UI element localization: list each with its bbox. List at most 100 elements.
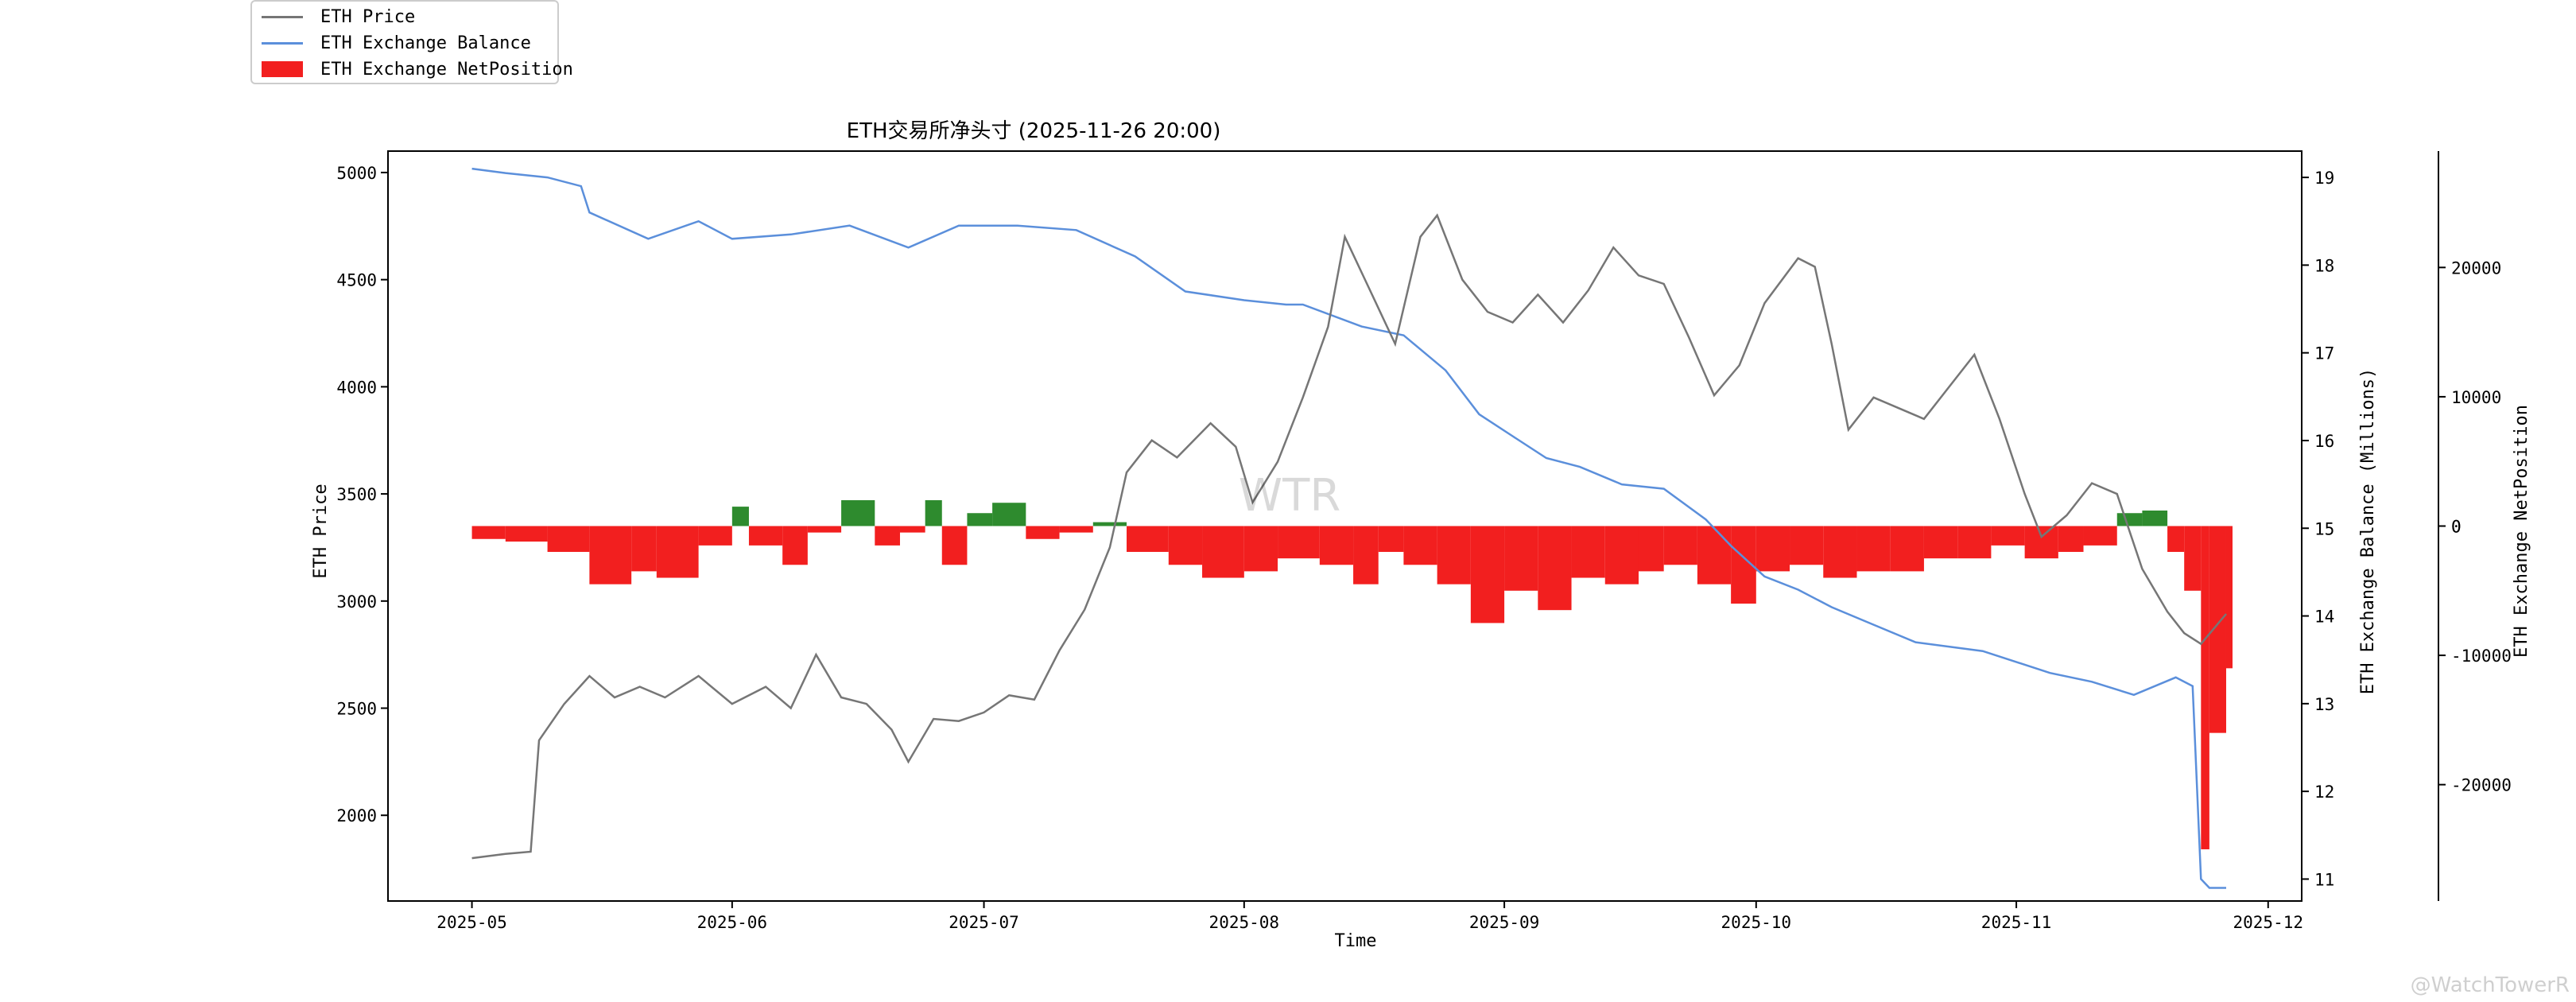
y-left-tick-label: 2500 (336, 700, 377, 719)
legend-label-price: ETH Price (320, 6, 416, 27)
y-right2-axis-label: ETH Exchange NetPosition (2512, 405, 2531, 658)
balance-series-line (471, 167, 2226, 889)
y-left-axis-label: ETH Price (311, 484, 331, 578)
netposition-bar (2083, 526, 2117, 546)
netposition-bar (1437, 526, 1471, 584)
netposition-bar (1243, 526, 1278, 572)
y-left-tick-label: 4000 (336, 378, 377, 397)
y-right2-tick-label: 10000 (2451, 388, 2501, 407)
netposition-bar (1991, 526, 2025, 546)
netposition-bar (1538, 526, 1572, 611)
netposition-bar (1168, 526, 1203, 565)
netposition-bar (2209, 526, 2226, 733)
netposition-bar (1319, 526, 1354, 565)
y-left-tick-label: 5000 (336, 164, 377, 183)
legend: ETH Price ETH Exchange Balance ETH Excha… (250, 0, 573, 84)
netposition-bar (1923, 526, 1958, 559)
y-right1-tick-label: 12 (2314, 783, 2334, 802)
netposition-bar (875, 526, 900, 546)
legend-item-balance: ETH Exchange Balance (262, 31, 531, 55)
netposition-bar (967, 513, 993, 526)
netposition-bar (1697, 526, 1732, 584)
watermark: WTR (1239, 470, 1341, 522)
y-right1-tick-label: 18 (2314, 256, 2334, 275)
netposition-bar (698, 526, 732, 546)
legend-item-price: ETH Price (262, 5, 415, 29)
x-tick-label: 2025-07 (949, 913, 1019, 932)
y-right2-tick-label: -10000 (2451, 647, 2512, 666)
y-right2-tick-label: 20000 (2451, 258, 2501, 278)
netposition-bar (925, 499, 942, 526)
x-tick-label: 2025-08 (1209, 913, 1280, 932)
netposition-bar (2024, 526, 2058, 559)
netposition-bar (1571, 526, 1605, 578)
x-tick-label: 2025-06 (697, 913, 768, 932)
netposition-bar (1403, 526, 1437, 565)
x-tick-label: 2025-11 (1981, 913, 2052, 932)
netposition-bar (1127, 526, 1169, 553)
netposition-bar (1755, 526, 1790, 572)
netposition-bar (1823, 526, 1857, 578)
x-tick-label: 2025-12 (2233, 913, 2304, 932)
x-axis-label: Time (1335, 931, 1377, 951)
netposition-bar (992, 503, 1026, 526)
y-right1-tick-label: 17 (2314, 344, 2334, 363)
netposition-bar (1059, 526, 1093, 533)
netposition-bar (1470, 526, 1505, 623)
y-right1-tick-label: 19 (2314, 169, 2334, 188)
y-right2-tick-label: 0 (2451, 518, 2462, 537)
netposition-bar (505, 526, 548, 542)
netposition-bar (2116, 513, 2143, 526)
tick-labels: 2025-05 2025-06 2025-07 2025-08 2025-09 2025-… (336, 164, 2511, 932)
plot-area-frame (387, 150, 2302, 902)
netposition-bar (1278, 526, 1320, 559)
footer-watermark: @WatchTowerR (2410, 973, 2570, 997)
legend-item-netposition: ETH Exchange NetPosition (262, 57, 573, 81)
netposition-bar (2058, 526, 2084, 553)
netposition-bar (1663, 526, 1697, 565)
x-tick-label: 2025-09 (1469, 913, 1540, 932)
netposition-bar (631, 526, 657, 572)
y-right1-tick-label: 15 (2314, 519, 2334, 538)
y-left-tick-label: 3000 (336, 592, 377, 612)
netposition-bar (471, 526, 506, 539)
y-right2-tick-label: -20000 (2451, 776, 2512, 795)
legend-swatch-balance (262, 41, 303, 45)
balance-line (471, 167, 2226, 889)
netposition-area (471, 499, 2233, 849)
netposition-bar (1092, 522, 1127, 526)
y-right1-tick-label: 16 (2314, 432, 2334, 451)
netposition-bar (1957, 526, 1992, 559)
netposition-bar (748, 526, 783, 546)
netposition-bar (1790, 526, 1824, 565)
netposition-bar (2142, 510, 2168, 526)
netposition-bar (2184, 526, 2202, 591)
y-right1-tick-label: 13 (2314, 695, 2334, 714)
netposition-bar (547, 526, 590, 553)
netposition-bar (941, 526, 968, 565)
netposition-bar (782, 526, 808, 565)
netposition-bar (1026, 526, 1060, 539)
y-right2-tick-label: 0 (2451, 518, 2462, 537)
price-series-line (471, 213, 2227, 860)
legend-label-balance: ETH Exchange Balance (320, 33, 531, 53)
legend-label-netposition: ETH Exchange NetPosition (320, 59, 573, 80)
legend-swatch-price (262, 15, 303, 18)
netposition-bar (899, 526, 925, 533)
x-tick-label: 2025-05 (436, 913, 507, 932)
netposition-bar (1202, 526, 1244, 578)
netposition-bar (1604, 526, 1639, 584)
netposition-bar (1856, 526, 1891, 572)
netposition-bar (2201, 526, 2209, 849)
chart-title: ETH交易所净头寸 (2025-11-26 20:00) (847, 119, 1221, 143)
netposition-bar (1378, 526, 1404, 553)
netposition-bar (589, 526, 632, 584)
y-left-tick-label: 2000 (336, 806, 377, 825)
y-left-tick-label: 3500 (336, 485, 377, 504)
y-left-tick-label: 4500 (336, 271, 377, 290)
netposition-bar (807, 526, 842, 533)
netposition-bar (1353, 526, 1379, 584)
netposition-bar (2225, 526, 2233, 669)
legend-swatch-netposition (262, 61, 303, 77)
